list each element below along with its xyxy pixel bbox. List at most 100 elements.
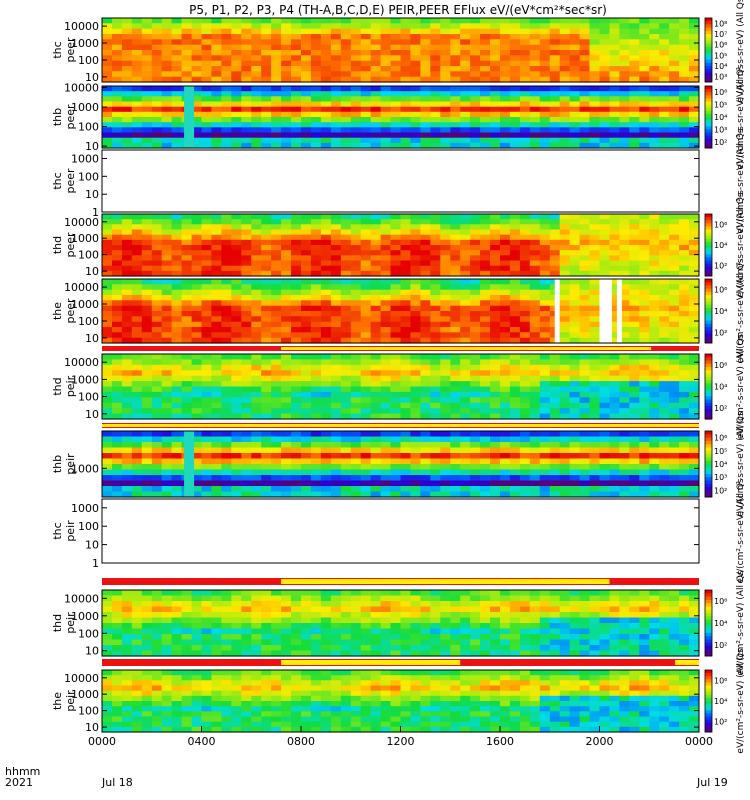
heatmap-cell (191, 354, 203, 360)
heatmap-cell (191, 260, 203, 267)
heatmap-cell (281, 289, 292, 296)
heatmap-cell (241, 214, 252, 220)
heatmap-cell (301, 55, 312, 62)
y-tick-label: 10 (85, 539, 99, 552)
heatmap-cell (251, 359, 262, 366)
heatmap-cell (589, 18, 600, 24)
heatmap-cell (430, 255, 441, 262)
colorbar-step (705, 24, 712, 29)
heatmap-cell (689, 39, 700, 46)
heatmap-cell (450, 250, 461, 256)
heatmap-cell (420, 91, 431, 97)
heatmap-cell (649, 300, 660, 307)
heatmap-cell (181, 55, 193, 62)
heatmap-cell (380, 284, 392, 291)
heatmap-cell (121, 475, 133, 482)
heatmap-cell (112, 142, 123, 149)
heatmap-cell (539, 224, 551, 231)
heatmap-cell (609, 431, 620, 438)
heatmap-cell (380, 86, 392, 92)
heatmap-cell (460, 413, 471, 420)
heatmap-cell (102, 23, 113, 30)
heatmap-cell (599, 28, 610, 35)
heatmap-cell (201, 132, 212, 139)
colorbar-step (705, 320, 712, 325)
heatmap-cell (589, 96, 600, 103)
heatmap-cell (181, 289, 193, 296)
heatmap-cell (639, 96, 650, 103)
heatmap-cell (529, 239, 541, 246)
heatmap-cell (340, 60, 352, 67)
heatmap-cell (161, 122, 173, 128)
heatmap-cell (112, 321, 123, 328)
panel-species-label: peer (64, 37, 77, 63)
heatmap-cell (509, 354, 521, 360)
heatmap-cell (191, 101, 203, 108)
heatmap-cell (330, 96, 342, 103)
colorbar-step (705, 75, 712, 80)
heatmap-cell (102, 250, 113, 256)
heatmap-cell (201, 316, 212, 323)
heatmap-cell (470, 458, 481, 465)
heatmap-cell (131, 612, 143, 619)
heatmap-cell (509, 86, 521, 92)
colorbar-step (705, 473, 712, 478)
heatmap-cell (519, 436, 531, 443)
heatmap-cell (231, 86, 242, 92)
heatmap-cell (231, 50, 242, 56)
heatmap-cell (121, 332, 133, 339)
heatmap-cell (370, 50, 382, 56)
heatmap-cell (470, 413, 481, 420)
heatmap-cell (420, 327, 431, 333)
heatmap-cell (669, 311, 680, 317)
heatmap-cell (281, 28, 292, 35)
heatmap-cell (390, 142, 401, 149)
heatmap-cell (509, 391, 521, 398)
heatmap-cell (549, 386, 561, 393)
heatmap-cell (470, 486, 481, 493)
heatmap-cell (490, 106, 501, 113)
heatmap-cell (410, 359, 421, 366)
heatmap-cell (161, 34, 173, 40)
heatmap-cell (340, 76, 352, 83)
heatmap-cell (509, 260, 521, 267)
heatmap-cell (261, 284, 272, 291)
heatmap-cell (500, 486, 511, 493)
heatmap-cell (529, 219, 541, 225)
heatmap-cell (201, 137, 212, 144)
heatmap-cell (380, 55, 392, 62)
heatmap-cell (261, 447, 272, 454)
heatmap-cell (271, 397, 282, 404)
heatmap-cell (579, 39, 591, 46)
heatmap-cell (340, 117, 352, 123)
heatmap-cell (281, 300, 292, 307)
heatmap-cell (121, 127, 133, 134)
heatmap-cell (131, 91, 143, 97)
heatmap-cell (171, 255, 183, 262)
heatmap-cell (549, 431, 561, 438)
heatmap-cell (450, 117, 461, 123)
heatmap-cell (519, 260, 531, 267)
heatmap-cell (689, 214, 700, 220)
heatmap-cell (480, 101, 491, 108)
heatmap-cell (310, 86, 322, 92)
heatmap-cell (271, 590, 282, 597)
heatmap-cell (281, 486, 292, 493)
heatmap-cell (261, 337, 272, 344)
heatmap-cell (509, 106, 521, 113)
heatmap-cell (370, 142, 382, 149)
heatmap-cell (509, 234, 521, 241)
heatmap-cell (161, 55, 173, 62)
heatmap-cell (121, 391, 133, 398)
heatmap-cell (271, 96, 282, 103)
heatmap-cell (121, 86, 133, 92)
heatmap-cell (430, 224, 441, 231)
heatmap-cell (141, 402, 153, 409)
heatmap-cell (380, 132, 392, 139)
heatmap-cell (490, 214, 501, 220)
heatmap-cell (669, 284, 680, 291)
heatmap-cell (271, 386, 282, 393)
heatmap-cell (669, 265, 680, 272)
heatmap-cell (310, 469, 322, 476)
